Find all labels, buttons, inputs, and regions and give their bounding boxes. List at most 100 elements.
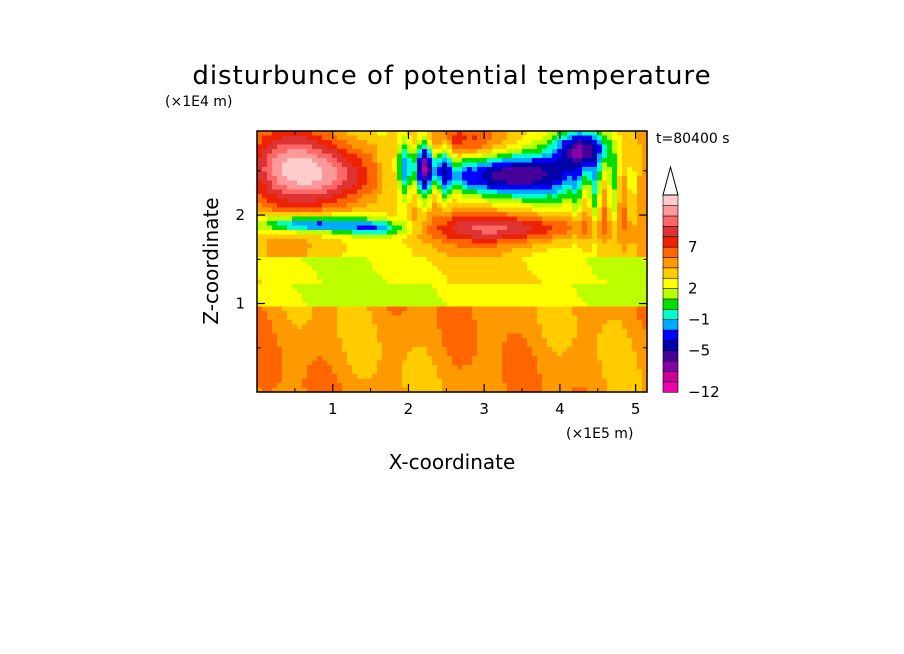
heatmap-cell	[472, 203, 478, 209]
heatmap-cell	[437, 365, 443, 371]
heatmap-cell	[337, 266, 343, 272]
heatmap-cell	[502, 270, 508, 276]
heatmap-cell	[312, 171, 318, 177]
heatmap-cell	[262, 324, 268, 330]
heatmap-cell	[412, 171, 418, 177]
heatmap-cell	[407, 257, 413, 263]
heatmap-cell	[392, 356, 398, 362]
heatmap-cell	[332, 212, 338, 218]
heatmap-cell	[622, 329, 628, 335]
heatmap-cell	[527, 306, 533, 312]
heatmap-cell	[317, 171, 323, 177]
heatmap-cell	[622, 311, 628, 317]
heatmap-cell	[407, 311, 413, 317]
heatmap-cell	[487, 347, 493, 353]
heatmap-cell	[387, 311, 393, 317]
heatmap-cell	[397, 297, 403, 303]
heatmap-cell	[502, 198, 508, 204]
heatmap-cell	[407, 365, 413, 371]
heatmap-cell	[637, 387, 643, 393]
heatmap-cell	[347, 144, 353, 150]
heatmap-cell	[467, 351, 473, 357]
heatmap-cell	[357, 203, 363, 209]
heatmap-cell	[447, 216, 453, 222]
heatmap-cell	[492, 131, 498, 137]
heatmap-cell	[562, 270, 568, 276]
heatmap-cell	[337, 360, 343, 366]
heatmap-cell	[612, 387, 618, 393]
heatmap-cell	[502, 180, 508, 186]
heatmap-cell	[632, 257, 638, 263]
heatmap-cell	[517, 306, 523, 312]
y-axis-ticks: 12	[235, 170, 647, 349]
heatmap-cell	[382, 158, 388, 164]
heatmap-cell	[397, 320, 403, 326]
heatmap-cell	[457, 230, 463, 236]
heatmap-cell	[622, 248, 628, 254]
heatmap-cell	[467, 365, 473, 371]
heatmap-cell	[267, 207, 273, 213]
heatmap-cell	[292, 338, 298, 344]
heatmap-cell	[522, 351, 528, 357]
heatmap-cell	[582, 180, 588, 186]
heatmap-cell	[547, 149, 553, 155]
heatmap-cell	[382, 153, 388, 159]
heatmap-cell	[382, 180, 388, 186]
heatmap-cell	[512, 324, 518, 330]
heatmap-cell	[547, 167, 553, 173]
heatmap-cell	[642, 275, 648, 281]
heatmap-cell	[407, 324, 413, 330]
heatmap-cell	[427, 284, 433, 290]
heatmap-cell	[387, 194, 393, 200]
heatmap-cell	[462, 257, 468, 263]
heatmap-cell	[457, 135, 463, 141]
heatmap-cell	[527, 360, 533, 366]
heatmap-cell	[287, 248, 293, 254]
heatmap-cell	[507, 176, 513, 182]
heatmap-cell	[277, 149, 283, 155]
heatmap-cell	[632, 378, 638, 384]
heatmap-cell	[447, 320, 453, 326]
heatmap-cell	[507, 342, 513, 348]
heatmap-cell	[637, 293, 643, 299]
heatmap-cell	[597, 365, 603, 371]
heatmap-cell	[457, 387, 463, 393]
heatmap-cell	[382, 239, 388, 245]
heatmap-cell	[277, 252, 283, 258]
heatmap-cell	[342, 306, 348, 312]
heatmap-cell	[267, 297, 273, 303]
heatmap-cell	[512, 158, 518, 164]
heatmap-cell	[472, 369, 478, 375]
heatmap-cell	[567, 293, 573, 299]
heatmap-cell	[577, 198, 583, 204]
heatmap-cell	[407, 207, 413, 213]
heatmap-cell	[582, 365, 588, 371]
heatmap-cell	[562, 329, 568, 335]
heatmap-cell	[367, 207, 373, 213]
heatmap-cell	[547, 311, 553, 317]
heatmap-cell	[512, 284, 518, 290]
heatmap-cell	[367, 329, 373, 335]
heatmap-cell	[602, 225, 608, 231]
heatmap-cell	[322, 324, 328, 330]
heatmap-cell	[402, 207, 408, 213]
heatmap-cell	[357, 360, 363, 366]
heatmap-cell	[262, 230, 268, 236]
heatmap-cell	[617, 347, 623, 353]
heatmap-cell	[482, 378, 488, 384]
heatmap-cell	[322, 329, 328, 335]
heatmap-cell	[297, 306, 303, 312]
heatmap-cell	[347, 365, 353, 371]
heatmap-cell	[452, 266, 458, 272]
heatmap-cell	[287, 176, 293, 182]
heatmap-cell	[457, 378, 463, 384]
heatmap-cell	[402, 185, 408, 191]
heatmap-cell	[262, 135, 268, 141]
heatmap-cell	[477, 189, 483, 195]
heatmap-cell	[312, 252, 318, 258]
heatmap-cell	[542, 315, 548, 321]
heatmap-cell	[302, 342, 308, 348]
heatmap-cell	[542, 198, 548, 204]
heatmap-cell	[532, 369, 538, 375]
heatmap-cell	[352, 194, 358, 200]
